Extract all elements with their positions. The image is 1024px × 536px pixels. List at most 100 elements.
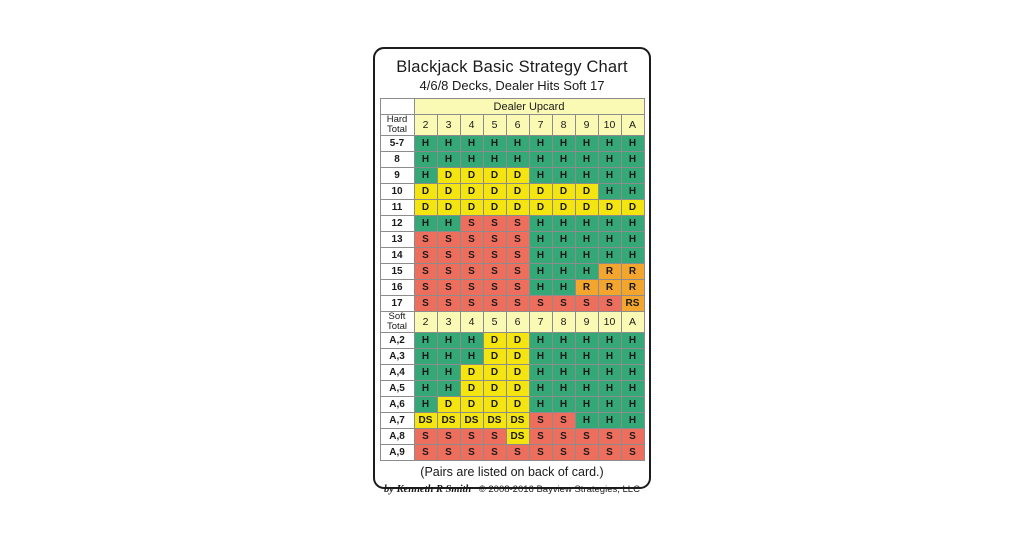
strategy-cell: H xyxy=(413,151,438,168)
strategy-cell: D xyxy=(459,396,484,413)
strategy-cell: D xyxy=(505,396,530,413)
strategy-cell: S xyxy=(551,295,576,312)
strategy-cell: H xyxy=(482,151,507,168)
strategy-cell: DS xyxy=(413,412,438,429)
column-header: 7 xyxy=(528,114,553,136)
strategy-cell: S xyxy=(551,428,576,445)
column-header: A xyxy=(620,114,645,136)
strategy-cell: H xyxy=(551,167,576,184)
strategy-cell: H xyxy=(528,396,553,413)
strategy-cell: H xyxy=(436,151,461,168)
strategy-cell: H xyxy=(597,151,622,168)
strategy-cell: H xyxy=(597,247,622,264)
row-label: A,6 xyxy=(379,396,415,413)
strategy-cell: H xyxy=(551,279,576,296)
strategy-cell: H xyxy=(574,135,599,152)
strategy-table: Dealer Upcard Hard Total 2 3 4 5 6 7 8 9 10 A 5-7 H H H… xyxy=(379,98,645,461)
strategy-cell: H xyxy=(551,348,576,365)
strategy-cell: S xyxy=(528,295,553,312)
table-row: 15 S S S S S H H H R R xyxy=(379,263,645,280)
strategy-cell: D xyxy=(413,199,438,216)
table-row: 12 H H S S S H H H H H xyxy=(379,215,645,232)
column-header: 7 xyxy=(528,311,553,333)
strategy-cell: H xyxy=(528,263,553,280)
strategy-cell: H xyxy=(413,348,438,365)
strategy-cell: D xyxy=(620,199,645,216)
column-header: 5 xyxy=(482,311,507,333)
strategy-cell: S xyxy=(551,412,576,429)
strategy-cell: S xyxy=(413,247,438,264)
strategy-cell: H xyxy=(620,348,645,365)
strategy-cell: S xyxy=(436,247,461,264)
strategy-cell: S xyxy=(620,444,645,461)
strategy-cell: H xyxy=(597,167,622,184)
table-row: 5-7 H H H H H H H H H H xyxy=(379,135,645,152)
strategy-cell: D xyxy=(551,183,576,200)
strategy-cell: S xyxy=(482,279,507,296)
strategy-cell: D xyxy=(505,348,530,365)
strategy-cell: D xyxy=(597,199,622,216)
pairs-note: (Pairs are listed on back of card.) xyxy=(420,465,604,479)
strategy-cell: H xyxy=(413,215,438,232)
strategy-cell: D xyxy=(528,183,553,200)
table-row: A,5 H H D D D H H H H H xyxy=(379,380,645,397)
table-row: 17 S S S S S S S S S RS xyxy=(379,295,645,312)
strategy-cell: R xyxy=(620,279,645,296)
strategy-cell: H xyxy=(620,412,645,429)
strategy-cell: S xyxy=(505,231,530,248)
strategy-cell: S xyxy=(505,215,530,232)
strategy-cell: DS xyxy=(459,412,484,429)
table-row: A,8 S S S S DS S S S S S xyxy=(379,428,645,445)
strategy-cell: S xyxy=(597,428,622,445)
copyright-text: © 2008-2016 Bayview Strategies, LLC xyxy=(478,484,640,495)
strategy-cell: H xyxy=(597,412,622,429)
strategy-cell: S xyxy=(574,428,599,445)
strategy-cell: D xyxy=(574,183,599,200)
strategy-cell: H xyxy=(528,151,553,168)
strategy-cell: H xyxy=(413,364,438,381)
strategy-cell: S xyxy=(505,263,530,280)
strategy-card: Blackjack Basic Strategy Chart 4/6/8 Dec… xyxy=(373,47,651,495)
strategy-cell: H xyxy=(574,412,599,429)
strategy-cell: H xyxy=(597,135,622,152)
strategy-cell: S xyxy=(574,295,599,312)
strategy-cell: S xyxy=(459,247,484,264)
column-header: 8 xyxy=(551,114,576,136)
strategy-cell: H xyxy=(574,247,599,264)
strategy-cell: H xyxy=(574,263,599,280)
strategy-cell: H xyxy=(413,135,438,152)
column-header: 3 xyxy=(436,311,461,333)
strategy-cell: H xyxy=(528,215,553,232)
row-label: A,9 xyxy=(379,444,415,461)
row-label: A,8 xyxy=(379,428,415,445)
table-row: A,7 DS DS DS DS DS S S H H H xyxy=(379,412,645,429)
strategy-cell: D xyxy=(482,167,507,184)
strategy-cell: H xyxy=(551,396,576,413)
section-label: Hard Total xyxy=(379,114,415,136)
row-label: 17 xyxy=(379,295,415,312)
strategy-cell: H xyxy=(528,348,553,365)
column-header: 4 xyxy=(459,114,484,136)
strategy-cell: H xyxy=(574,215,599,232)
column-header: A xyxy=(620,311,645,333)
strategy-cell: D xyxy=(459,364,484,381)
strategy-cell: H xyxy=(551,263,576,280)
strategy-cell: D xyxy=(482,183,507,200)
table-row: A,6 H D D D D H H H H H xyxy=(379,396,645,413)
strategy-cell: R xyxy=(597,279,622,296)
strategy-cell: H xyxy=(459,151,484,168)
strategy-cell: H xyxy=(620,167,645,184)
strategy-cell: H xyxy=(597,348,622,365)
strategy-cell: H xyxy=(597,380,622,397)
strategy-cell: S xyxy=(413,231,438,248)
row-label: 14 xyxy=(379,247,415,264)
strategy-cell: H xyxy=(436,332,461,349)
strategy-cell: H xyxy=(574,231,599,248)
strategy-cell: H xyxy=(505,151,530,168)
group-header-row: Dealer Upcard xyxy=(379,98,645,115)
strategy-cell: D xyxy=(413,183,438,200)
table-row: A,3 H H H D D H H H H H xyxy=(379,348,645,365)
strategy-cell: D xyxy=(459,199,484,216)
strategy-cell: D xyxy=(505,364,530,381)
column-header: 2 xyxy=(413,114,438,136)
